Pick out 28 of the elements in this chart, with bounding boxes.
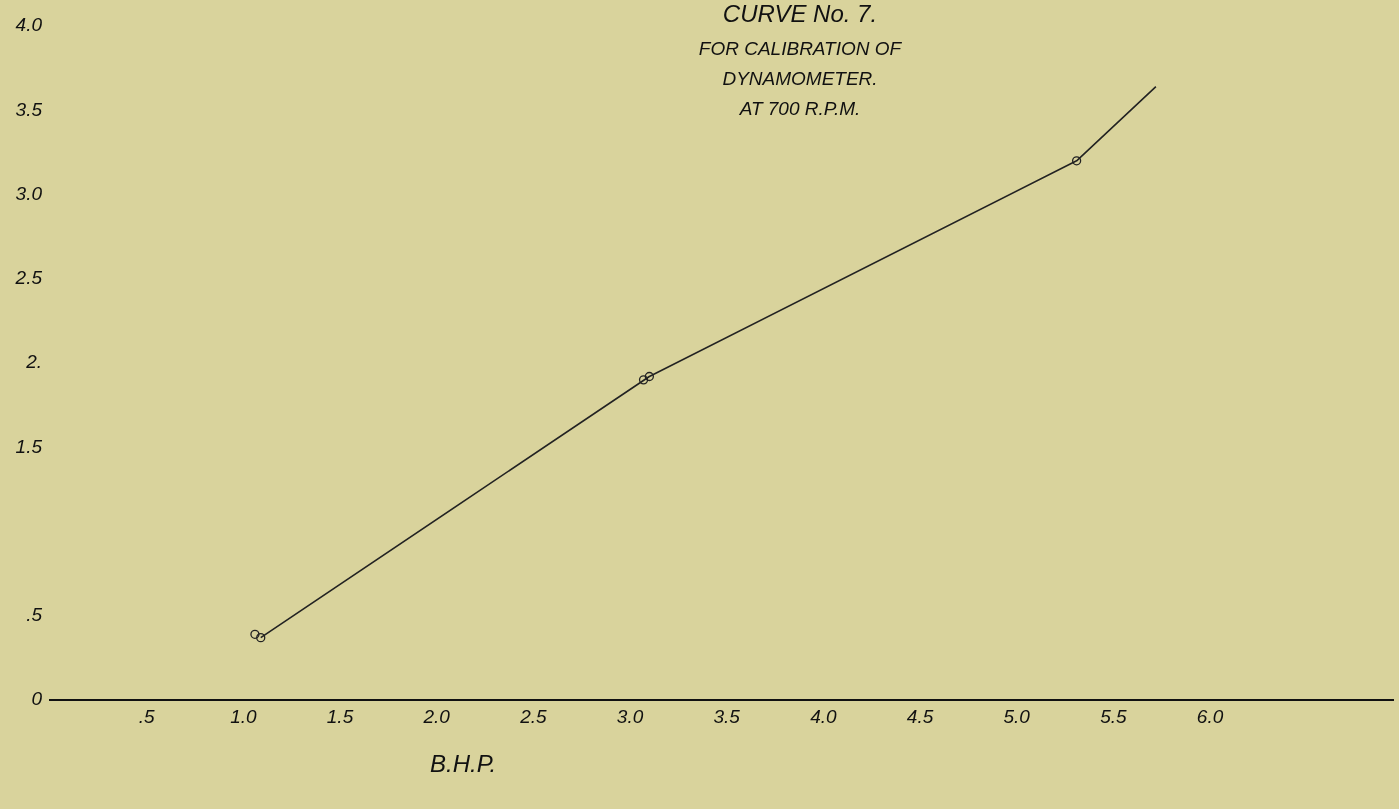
- point: [644, 371, 654, 382]
- point: [1071, 156, 1082, 166]
- y-tick-label: 0: [31, 688, 43, 710]
- y-tick-label: 4.0: [15, 14, 43, 36]
- y-tick-label: 3.5: [15, 98, 43, 120]
- x-tick-label: 5.0: [1003, 705, 1031, 727]
- x-tick-label: 2.5: [519, 705, 547, 727]
- y-tick-label: 2.5: [14, 267, 43, 289]
- x-tick-label: .5: [138, 705, 156, 727]
- y-tick-label: 2.: [25, 351, 42, 373]
- x-tick-label: 3.0: [616, 705, 644, 727]
- point: [250, 629, 260, 639]
- point: [638, 375, 649, 385]
- x-tick-label: 5.5: [1100, 705, 1127, 727]
- x-axis-title: B.H.P.: [430, 750, 497, 778]
- x-tick-label: 3.5: [713, 705, 741, 727]
- x-tick-label: 4.5: [906, 705, 934, 727]
- point: [256, 633, 266, 643]
- x-tick-label: 1.5: [326, 705, 354, 727]
- y-tick-label: 3.0: [15, 182, 43, 204]
- text: FOR CALIBRATION OF DYNAMOMETER. AT 700 R.P.M.: [697, 37, 903, 121]
- y-tick-label: 1.5: [15, 435, 43, 457]
- chart-title: CURVE No. 7.: [721, 0, 879, 28]
- y-tick-label: .5: [26, 604, 43, 626]
- x-tick-label: 6.0: [1196, 705, 1224, 727]
- x-tick-label: 4.0: [810, 705, 837, 727]
- x-tick-label: 2.0: [422, 705, 451, 727]
- x-tick-label: 1.0: [230, 705, 257, 727]
